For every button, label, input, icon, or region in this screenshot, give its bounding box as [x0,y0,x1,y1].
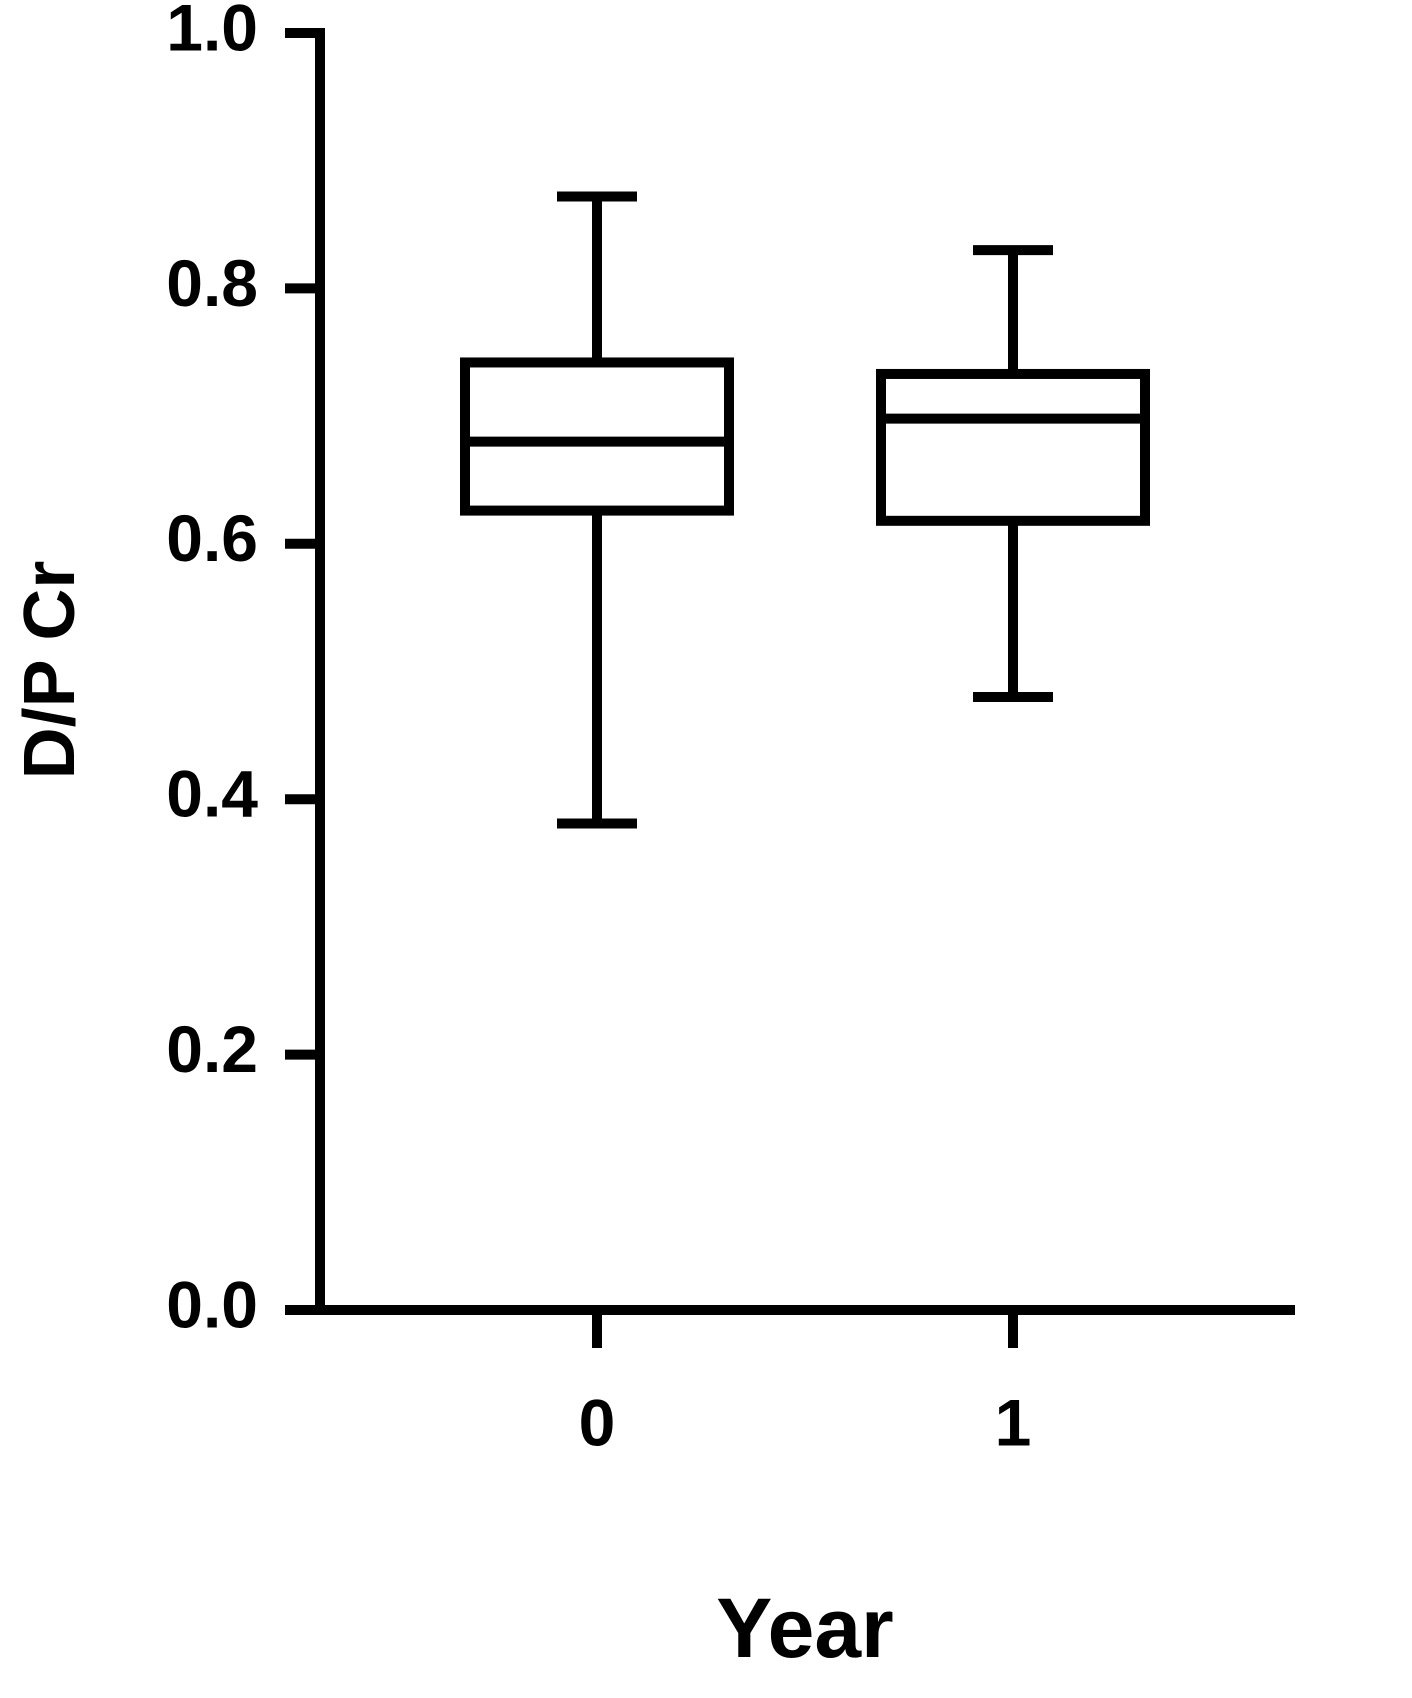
box [460,357,734,516]
y-axis-label: D/P Cr [10,561,90,780]
x-axis-label: Year [716,1581,894,1675]
y-tick-label: 1.0 [166,0,258,64]
y-tick-label: 0.8 [166,246,258,320]
x-tick-label: 0 [579,1385,616,1459]
x-tick-label: 1 [995,1385,1032,1459]
y-tick-label: 0.2 [166,1012,258,1086]
y-tick-label: 0.0 [166,1267,258,1341]
box [876,368,1150,526]
y-tick-label: 0.6 [166,501,258,575]
y-tick-label: 0.4 [166,757,258,831]
